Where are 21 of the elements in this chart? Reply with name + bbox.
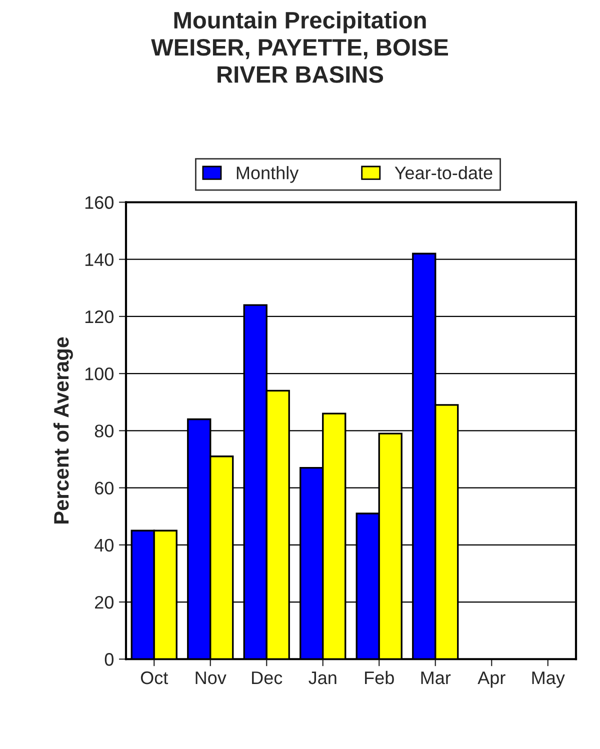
x-tick-label: Mar xyxy=(421,672,451,684)
y-tick-label: 60 xyxy=(95,482,114,495)
legend-label: Monthly xyxy=(236,166,299,183)
x-tick-label: Nov xyxy=(196,672,226,684)
x-tick-label: May xyxy=(532,672,565,688)
chart-title: Mountain Precipitation WEISER, PAYETTE, BOISE RIVER BASINS xyxy=(151,11,448,83)
y-axis-title: Percent of Average xyxy=(53,337,73,524)
y-tick-label: 20 xyxy=(95,596,114,609)
x-tick-label: Oct xyxy=(140,671,168,684)
y-tick-label: 40 xyxy=(94,538,114,552)
x-tick-label: Apr xyxy=(478,672,506,688)
y-tick-label: 0 xyxy=(104,653,114,666)
y-tick-label: 140 xyxy=(85,253,114,266)
x-tick-label: Jan xyxy=(308,672,336,684)
y-tick-label: 120 xyxy=(85,310,114,324)
x-tick-label: Feb xyxy=(365,670,394,684)
y-tick-label: 160 xyxy=(85,196,114,209)
x-tick-label: Dec xyxy=(252,672,282,684)
y-tick-label: 80 xyxy=(94,424,114,438)
legend-label: Year-to-date xyxy=(394,166,492,180)
y-tick-label: 100 xyxy=(85,368,114,380)
